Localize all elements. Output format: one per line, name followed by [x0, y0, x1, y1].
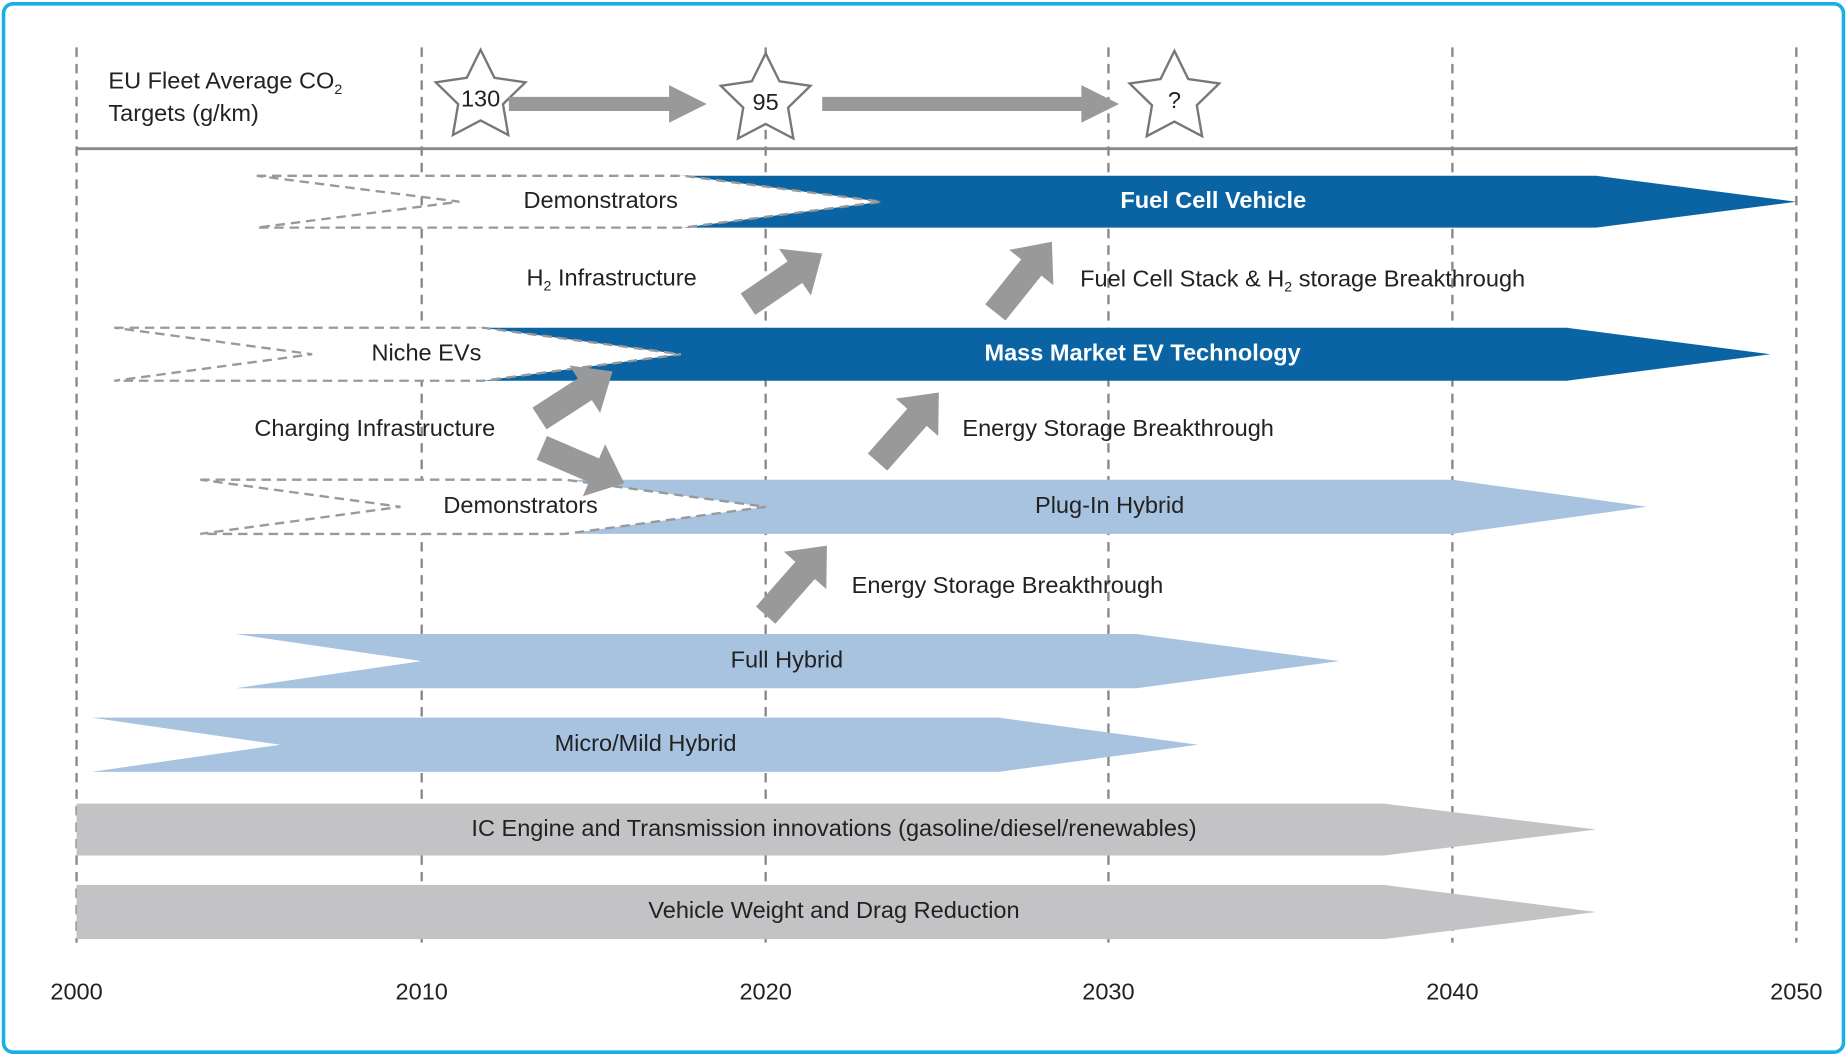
enabler-label: Energy Storage Breakthrough	[852, 572, 1164, 598]
pre-phase-label: Demonstrators	[443, 492, 597, 518]
pre-phase-label: Niche EVs	[371, 339, 481, 365]
enabler-arrow	[740, 248, 823, 315]
target-star	[433, 47, 528, 138]
enabler-text: storage Breakthrough	[1292, 266, 1525, 292]
bar-label: Full Hybrid	[731, 646, 844, 672]
enabler-arrow	[532, 365, 613, 430]
target-star	[718, 50, 813, 141]
enabler-text: H	[527, 265, 544, 291]
title-sub: 2	[334, 81, 342, 97]
enabler-text: Energy Storage Breakthrough	[962, 415, 1274, 441]
bar-label: IC Engine and Transmission innovations (…	[471, 815, 1196, 841]
bar-label: Fuel Cell Vehicle	[1120, 187, 1306, 213]
bar-label: Vehicle Weight and Drag Reduction	[648, 897, 1019, 923]
target-value: 95	[753, 89, 779, 115]
enabler-arrow	[536, 435, 625, 497]
year-label: 2050	[1770, 979, 1822, 1005]
bar	[477, 327, 1771, 381]
enabler-text: Energy Storage Breakthrough	[852, 572, 1164, 598]
pre-phase	[200, 478, 766, 536]
year-label: 2020	[739, 979, 791, 1005]
enabler-text: Infrastructure	[551, 265, 696, 291]
year-label: 2000	[50, 979, 102, 1005]
enabler-label: Charging Infrastructure	[254, 415, 495, 441]
pre-phase	[256, 174, 882, 229]
enabler-sub: 2	[1284, 278, 1292, 294]
target-value: ?	[1168, 87, 1181, 113]
title-line2: Targets (g/km)	[108, 100, 258, 126]
enabler-label: H2 Infrastructure	[527, 265, 697, 294]
enabler-arrow	[508, 85, 707, 123]
year-label: 2040	[1426, 979, 1478, 1005]
title-text: EU Fleet Average CO	[108, 68, 334, 94]
title: EU Fleet Average CO2	[108, 68, 342, 97]
pre-phase-label: Demonstrators	[524, 187, 678, 213]
bar-label: Mass Market EV Technology	[984, 339, 1300, 365]
bar-label: Plug-In Hybrid	[1035, 492, 1184, 518]
bar	[577, 479, 1647, 534]
bar	[235, 634, 1340, 689]
enabler-text: Fuel Cell Stack & H	[1080, 266, 1284, 292]
year-label: 2010	[396, 979, 448, 1005]
enabler-label: Energy Storage Breakthrough	[962, 415, 1274, 441]
bar-label: Micro/Mild Hybrid	[555, 730, 737, 756]
enabler-sub: 2	[544, 277, 552, 293]
enabler-arrow	[755, 545, 827, 624]
year-label: 2030	[1082, 979, 1134, 1005]
enabler-arrow	[985, 241, 1054, 321]
enabler-arrow	[822, 85, 1120, 123]
enabler-arrow	[867, 392, 939, 471]
bar	[91, 717, 1198, 772]
target-value: 130	[461, 86, 500, 112]
enabler-label: Fuel Cell Stack & H2 storage Breakthroug…	[1080, 266, 1525, 295]
target-star	[1127, 48, 1222, 139]
enabler-text: Charging Infrastructure	[254, 415, 495, 441]
bar	[677, 175, 1797, 228]
bar	[76, 884, 1597, 940]
pre-phase	[114, 326, 682, 382]
bar	[76, 803, 1597, 856]
